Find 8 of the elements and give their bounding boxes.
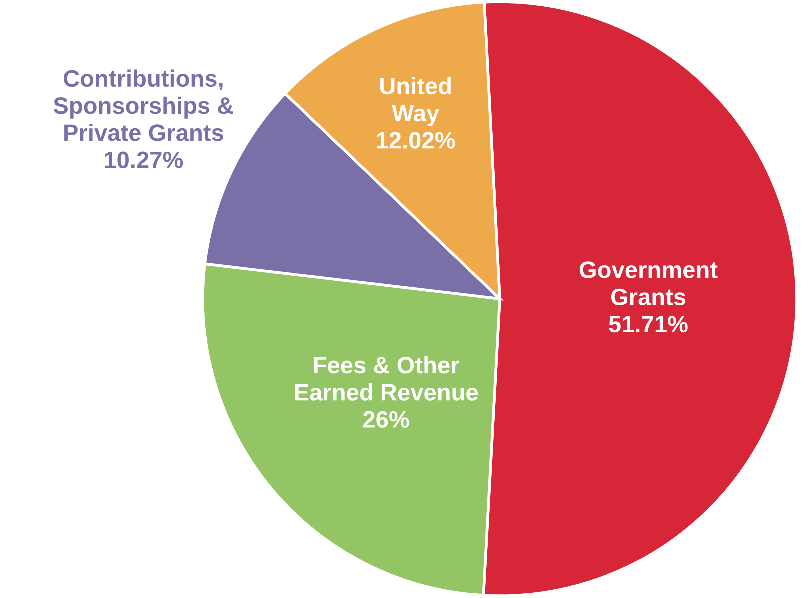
slice-label: United Way [380, 77, 451, 126]
data-label: 51.71% [609, 316, 688, 333]
data-label: 10.27% [105, 152, 184, 169]
slice-label: Contributions, Sponsorships & Private Grants [54, 70, 234, 142]
data-label: 12.02% [377, 132, 456, 149]
slice-label: Fees & Other Earned Revenue [295, 356, 478, 401]
data-label: 26% [364, 411, 410, 428]
slice-label: Government Grants [580, 262, 718, 306]
